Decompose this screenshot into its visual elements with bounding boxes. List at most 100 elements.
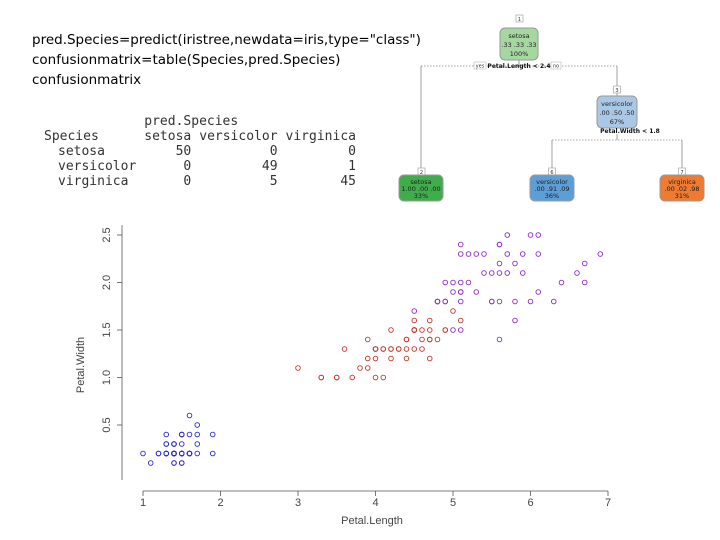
data-point-versicolor [403,336,410,343]
y-tick-label: 2.5 [101,227,113,242]
data-point-versicolor [411,317,418,324]
data-point-setosa [163,431,169,438]
data-point-virginica [481,251,487,257]
data-point-versicolor [372,374,379,381]
data-point-versicolor [442,327,449,333]
cell-value: 50 [175,144,192,159]
x-axis-label: Petal.Length [341,515,403,527]
yes-label: yes [476,64,485,70]
data-point-virginica [458,327,464,333]
tree-node-root: 1 setosa .33 .33 .33 100% [499,14,539,61]
data-point-setosa [194,422,200,428]
tree-connectors [420,60,683,168]
data-point-setosa [186,431,193,438]
data-point-virginica [458,279,464,286]
data-point-setosa [147,460,154,466]
node-id: 6 [550,170,553,176]
data-point-virginica [535,289,542,295]
node-class: versicolor [601,100,633,108]
data-point-versicolor [365,365,371,371]
data-point-virginica [496,241,503,248]
data-point-versicolor [411,346,418,352]
data-point-virginica [411,308,418,314]
node-box [659,174,705,202]
x-tick-label: 2 [217,497,223,509]
no-label: no [553,64,559,70]
data-point-versicolor [372,346,379,352]
data-point-virginica [473,289,480,295]
data-point-setosa [163,441,169,447]
node-id-box [515,14,524,23]
data-point-versicolor [372,355,379,362]
tree-leaf-virginica: 7 virginica .00 .02 .98 31% [659,167,705,202]
node-class: setosa [410,178,431,186]
cell-value: 0 [348,144,356,159]
data-point-virginica [458,289,464,295]
data-point-virginica [504,270,511,276]
data-point-virginica [535,232,542,238]
data-point-virginica [481,270,487,276]
data-point-virginica [496,298,503,305]
data-point-setosa [178,450,185,457]
node-class: versicolor [536,178,568,186]
data-point-versicolor [334,374,340,381]
node-probs: .00 .02 .98 [664,185,699,193]
data-point-virginica [520,270,526,276]
data-point-versicolor [427,355,433,362]
data-point-versicolor [427,327,433,333]
data-point-virginica [512,298,518,305]
data-point-versicolor [419,346,425,352]
data-point-versicolor [365,336,371,343]
col-header: virginica [285,129,356,144]
data-point-versicolor [341,346,348,352]
cell-value: 5 [269,174,278,189]
node-class: setosa [508,32,529,40]
cell-value: 45 [340,174,356,189]
y-tick-label: 1.5 [101,322,113,337]
code-line-predict: pred.Species=predict(iristree,newdata=ir… [32,32,421,48]
data-point-virginica [535,251,542,257]
data-point-virginica [551,298,557,305]
node-box [529,174,575,202]
col-header: setosa [144,129,192,144]
table-row: versicolor 0 49 1 [44,159,356,174]
cell-value: 49 [261,159,278,174]
data-point-setosa [171,441,177,447]
y-axis-ticks: 0.5 1.0 1.5 2.0 2.5 [101,227,122,433]
data-point-versicolor [388,355,394,362]
data-point-setosa [178,460,185,466]
row-label: setosa [58,144,105,159]
data-point-virginica [473,251,480,257]
node-percent: 33% [414,192,428,200]
data-point-virginica [527,298,534,305]
code-line-table: confusionmatrix=table(Species,pred.Speci… [32,52,341,68]
data-point-virginica [450,327,456,333]
tree-leaf-versicolor: 6 versicolor .00 .91 .09 36% [529,167,575,202]
data-point-virginica [458,298,464,305]
node-probs: 1.00 .00 .00 [401,185,440,193]
tree-leaf-setosa: 2 setosa 1.00 .00 .00 33% [398,167,444,202]
data-point-versicolor [450,308,456,314]
data-point-virginica [504,251,511,257]
split-label-2: Petal.Width < 1.8 [600,128,660,135]
data-point-virginica [504,232,511,238]
col-title: pred.Species [144,114,239,129]
node-id: 1 [518,17,521,23]
data-point-setosa [186,450,193,457]
tree-node-mid: 3 versicolor .00 .50 .50 67% [596,85,638,129]
cell-value: 0 [183,174,192,189]
node-probs: .00 .50 .50 [599,109,634,117]
data-point-virginica [458,251,464,257]
data-point-versicolor [403,355,410,362]
y-tick-label: 2.0 [101,275,113,290]
data-point-virginica [574,270,580,276]
data-point-setosa [163,450,169,457]
data-point-setosa [194,450,200,457]
data-point-versicolor [349,374,356,381]
x-tick-label: 3 [295,497,301,509]
data-point-versicolor [434,336,441,343]
data-point-virginica [496,270,503,276]
r-code-block: pred.Species=predict(iristree,newdata=ir… [32,30,421,90]
data-point-versicolor [380,346,387,352]
data-point-versicolor [388,346,394,352]
